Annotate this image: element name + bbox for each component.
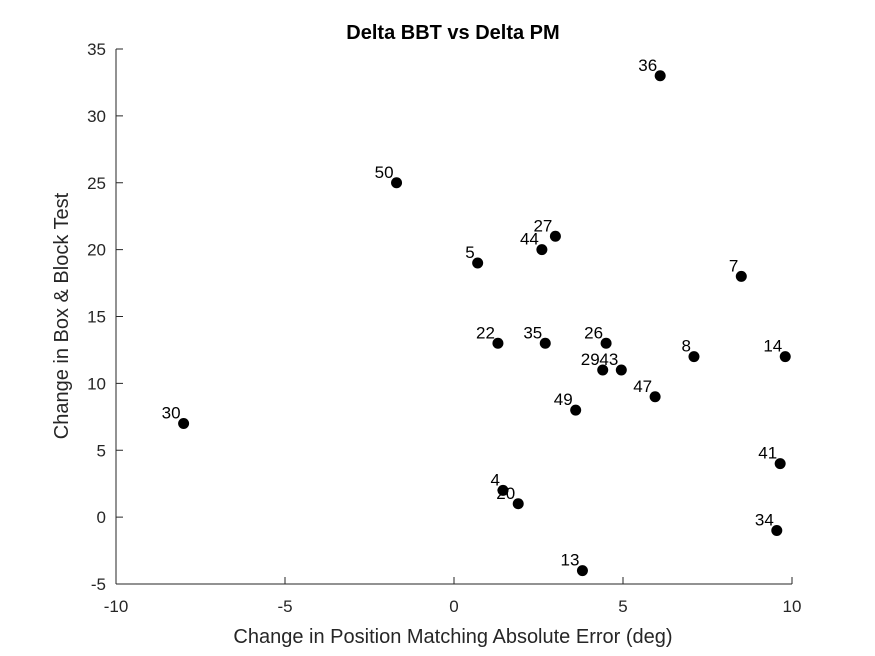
data-point [549,230,561,242]
data-point-label: 14 [763,337,782,356]
data-point [779,351,791,363]
y-axis-label: Change in Box & Block Test [51,192,73,439]
x-tick-label: -10 [104,597,129,616]
data-point-label: 22 [476,323,495,342]
y-tick-label: 25 [87,174,106,193]
data-point [735,270,747,282]
data-point [536,244,548,256]
y-tick-label: 35 [87,40,106,59]
data-point-label: 4 [491,470,500,489]
data-point-label: 7 [729,256,738,275]
data-point-label: 13 [561,551,580,570]
data-point-label: 34 [755,511,774,530]
y-tick-label: 5 [97,441,106,460]
x-tick-label: 0 [449,597,458,616]
y-tick-label: 20 [87,241,106,260]
y-tick-label: 0 [97,508,106,527]
y-tick-label: 15 [87,308,106,327]
data-point-label: 5 [465,243,474,262]
data-point-label: 27 [533,216,552,235]
data-point [597,364,609,376]
data-point-label: 36 [638,56,657,75]
x-axis-label: Change in Position Matching Absolute Err… [233,626,672,648]
data-point-label: 50 [375,163,394,182]
x-tick-label: -5 [277,597,292,616]
data-point-label: 8 [682,337,691,356]
data-point-label: 30 [162,404,181,423]
data-point-label: 44 [520,230,539,249]
x-tick-label: 10 [783,597,802,616]
data-point-label: 35 [523,323,542,342]
y-tick-label: 10 [87,374,106,393]
data-point [774,458,786,470]
axes [115,49,792,585]
data-point [771,525,783,536]
data-point [688,351,700,363]
data-point [512,498,524,510]
data-point [570,404,582,416]
data-point [497,484,509,496]
data-point [178,418,190,429]
data-point [615,364,627,376]
x-tick-label: 5 [618,597,627,616]
data-point [600,337,612,349]
data-point-label: 43 [599,350,618,369]
y-tick-label: 30 [87,107,106,126]
y-tick-label: -5 [91,575,106,594]
data-point [492,337,504,349]
data-point [539,337,551,349]
data-point [654,70,666,82]
data-point [649,391,661,403]
data-point-label: 29 [581,350,600,369]
data-point-label: 47 [633,377,652,396]
data-point [576,565,588,577]
data-point [391,177,403,189]
data-points [178,70,791,577]
chart-title: Delta BBT vs Delta PM [346,22,559,44]
data-point [472,257,484,269]
data-point-label: 41 [758,444,777,463]
ticks: -10 -5 0 5 10 -5 0 5 10 15 20 25 30 35 [87,40,801,616]
data-point-label: 49 [554,390,573,409]
data-point-label: 20 [496,484,515,503]
data-point-label: 26 [584,323,603,342]
